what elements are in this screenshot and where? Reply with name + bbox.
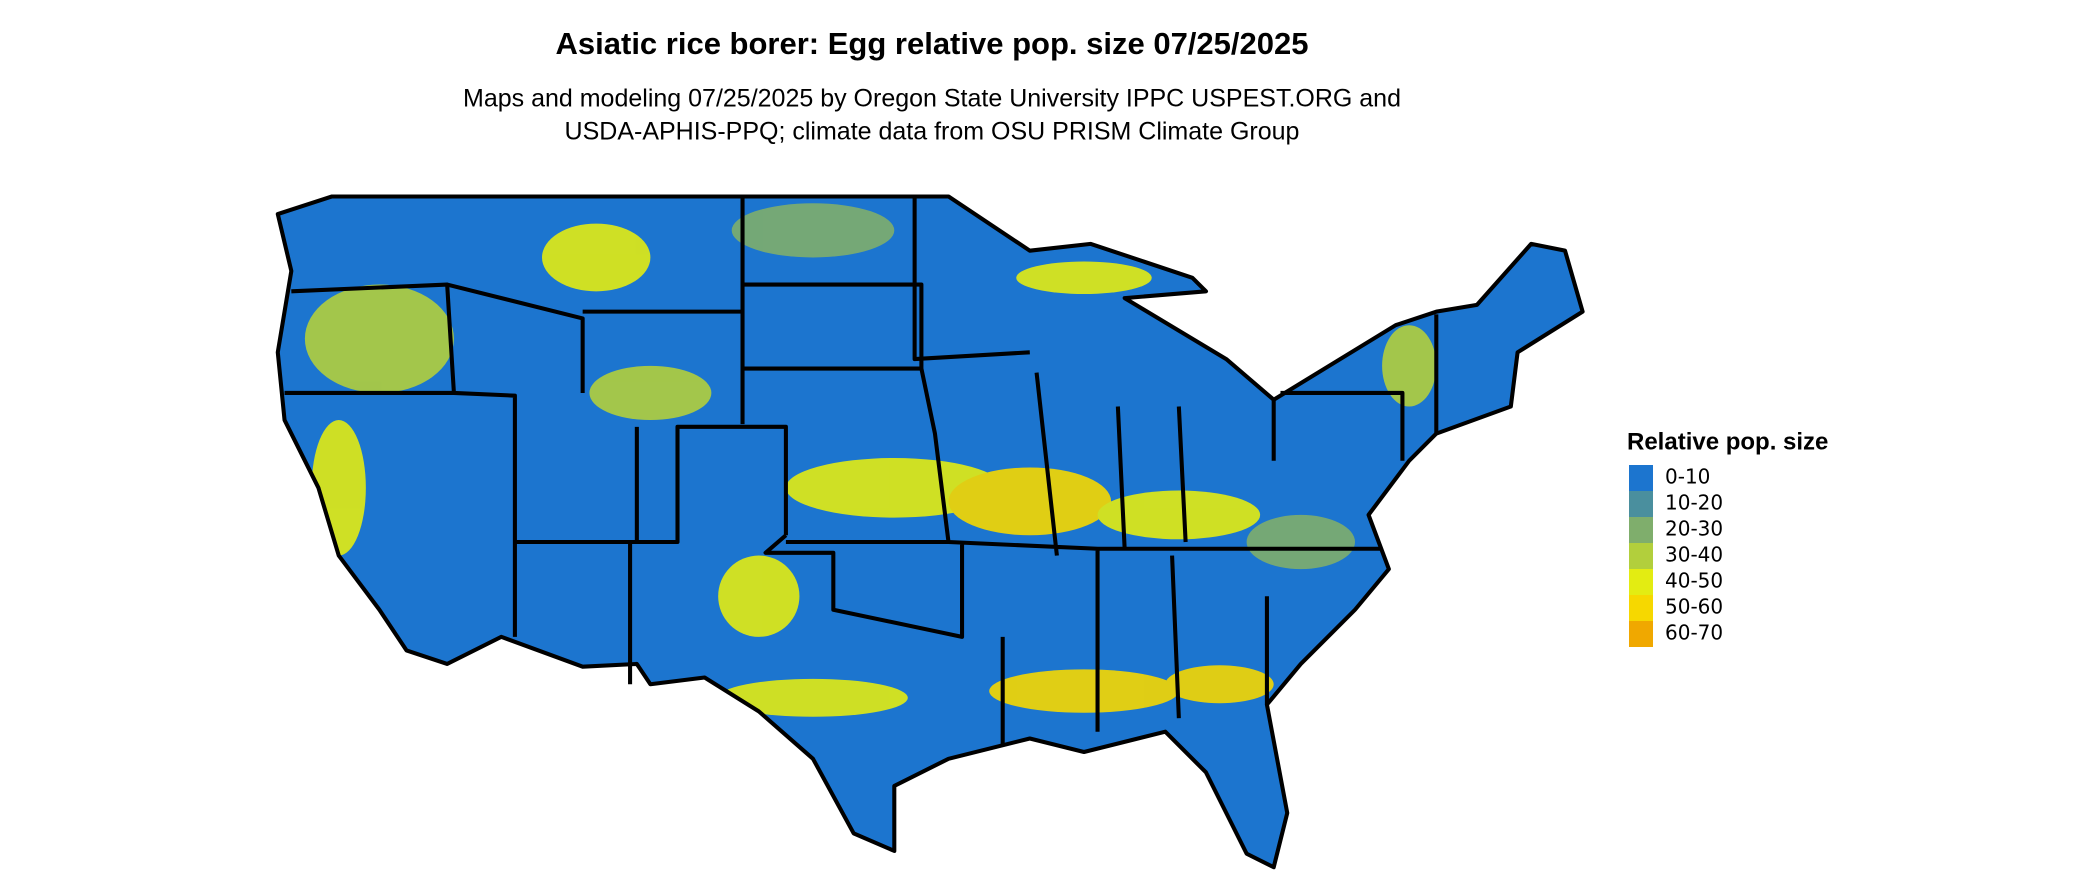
legend-swatch (1629, 543, 1653, 569)
legend-label: 10-20 (1665, 491, 1723, 515)
legend-swatch (1629, 517, 1653, 543)
map-title: Asiatic rice borer: Egg relative pop. si… (556, 26, 1309, 61)
legend-label: 20-30 (1665, 517, 1723, 541)
subtitle-line: Maps and modeling 07/25/2025 by Oregon S… (463, 85, 1401, 113)
legend-swatch (1629, 595, 1653, 621)
legend-label: 30-40 (1665, 543, 1723, 567)
legend-label: 40-50 (1665, 569, 1723, 593)
legend-swatch (1629, 621, 1653, 647)
legend-label: 60-70 (1665, 621, 1723, 645)
legend-swatch (1629, 569, 1653, 595)
legend-title: Relative pop. size (1627, 428, 1828, 455)
legend-label: 0-10 (1665, 465, 1710, 489)
legend: Relative pop. size 0-1010-2020-3030-4040… (1627, 428, 1828, 647)
legend-swatch (1629, 491, 1653, 517)
legend-label: 50-60 (1665, 595, 1723, 619)
us-map (278, 196, 1583, 867)
subtitle-line: USDA-APHIS-PPQ; climate data from OSU PR… (565, 118, 1300, 146)
legend-swatch (1629, 465, 1653, 491)
